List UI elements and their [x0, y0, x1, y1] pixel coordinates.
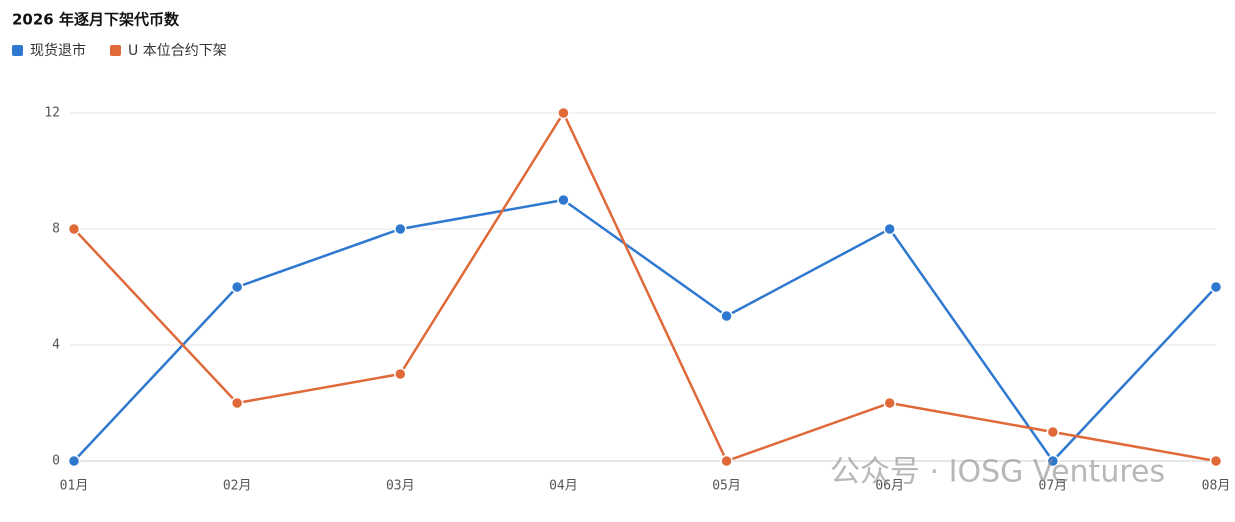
data-point: [1046, 454, 1060, 468]
data-point: [557, 193, 570, 207]
y-tick-label: 4: [52, 338, 60, 353]
data-point: [1209, 454, 1223, 468]
x-tick-label: 06月: [875, 479, 904, 494]
x-tick-label: 08月: [1202, 479, 1231, 494]
data-point: [230, 396, 244, 410]
y-tick-label: 0: [52, 454, 60, 469]
data-point: [720, 454, 733, 468]
data-point: [1046, 425, 1060, 439]
x-tick-label: 05月: [712, 479, 741, 494]
legend-label: 现货退市: [30, 42, 86, 59]
watermark: 公众号 · IOSG Ventures: [830, 455, 1165, 490]
series-line: [73, 111, 1217, 463]
data-point: [67, 222, 81, 236]
series-line: [73, 198, 1217, 463]
chart-title: 2026 年逐月下架代币数: [12, 11, 180, 29]
data-point: [394, 367, 407, 381]
data-point: [720, 309, 733, 323]
data-point: [557, 106, 570, 120]
data-point: [883, 222, 896, 236]
x-tick-label: 07月: [1039, 479, 1068, 494]
legend-swatch: [12, 45, 23, 56]
legend-swatch: [110, 45, 121, 56]
x-tick-label: 03月: [386, 479, 415, 494]
data-point: [67, 454, 81, 468]
x-tick-label: 04月: [549, 479, 578, 494]
legend-label: U 本位合约下架: [128, 43, 227, 59]
x-tick-label: 02月: [223, 479, 252, 494]
data-point: [230, 280, 244, 294]
y-tick-label: 12: [44, 106, 60, 121]
x-tick-label: 01月: [60, 479, 89, 494]
data-point: [394, 222, 407, 236]
data-point: [883, 396, 896, 410]
y-tick-label: 8: [52, 222, 60, 237]
data-point: [1209, 280, 1223, 294]
